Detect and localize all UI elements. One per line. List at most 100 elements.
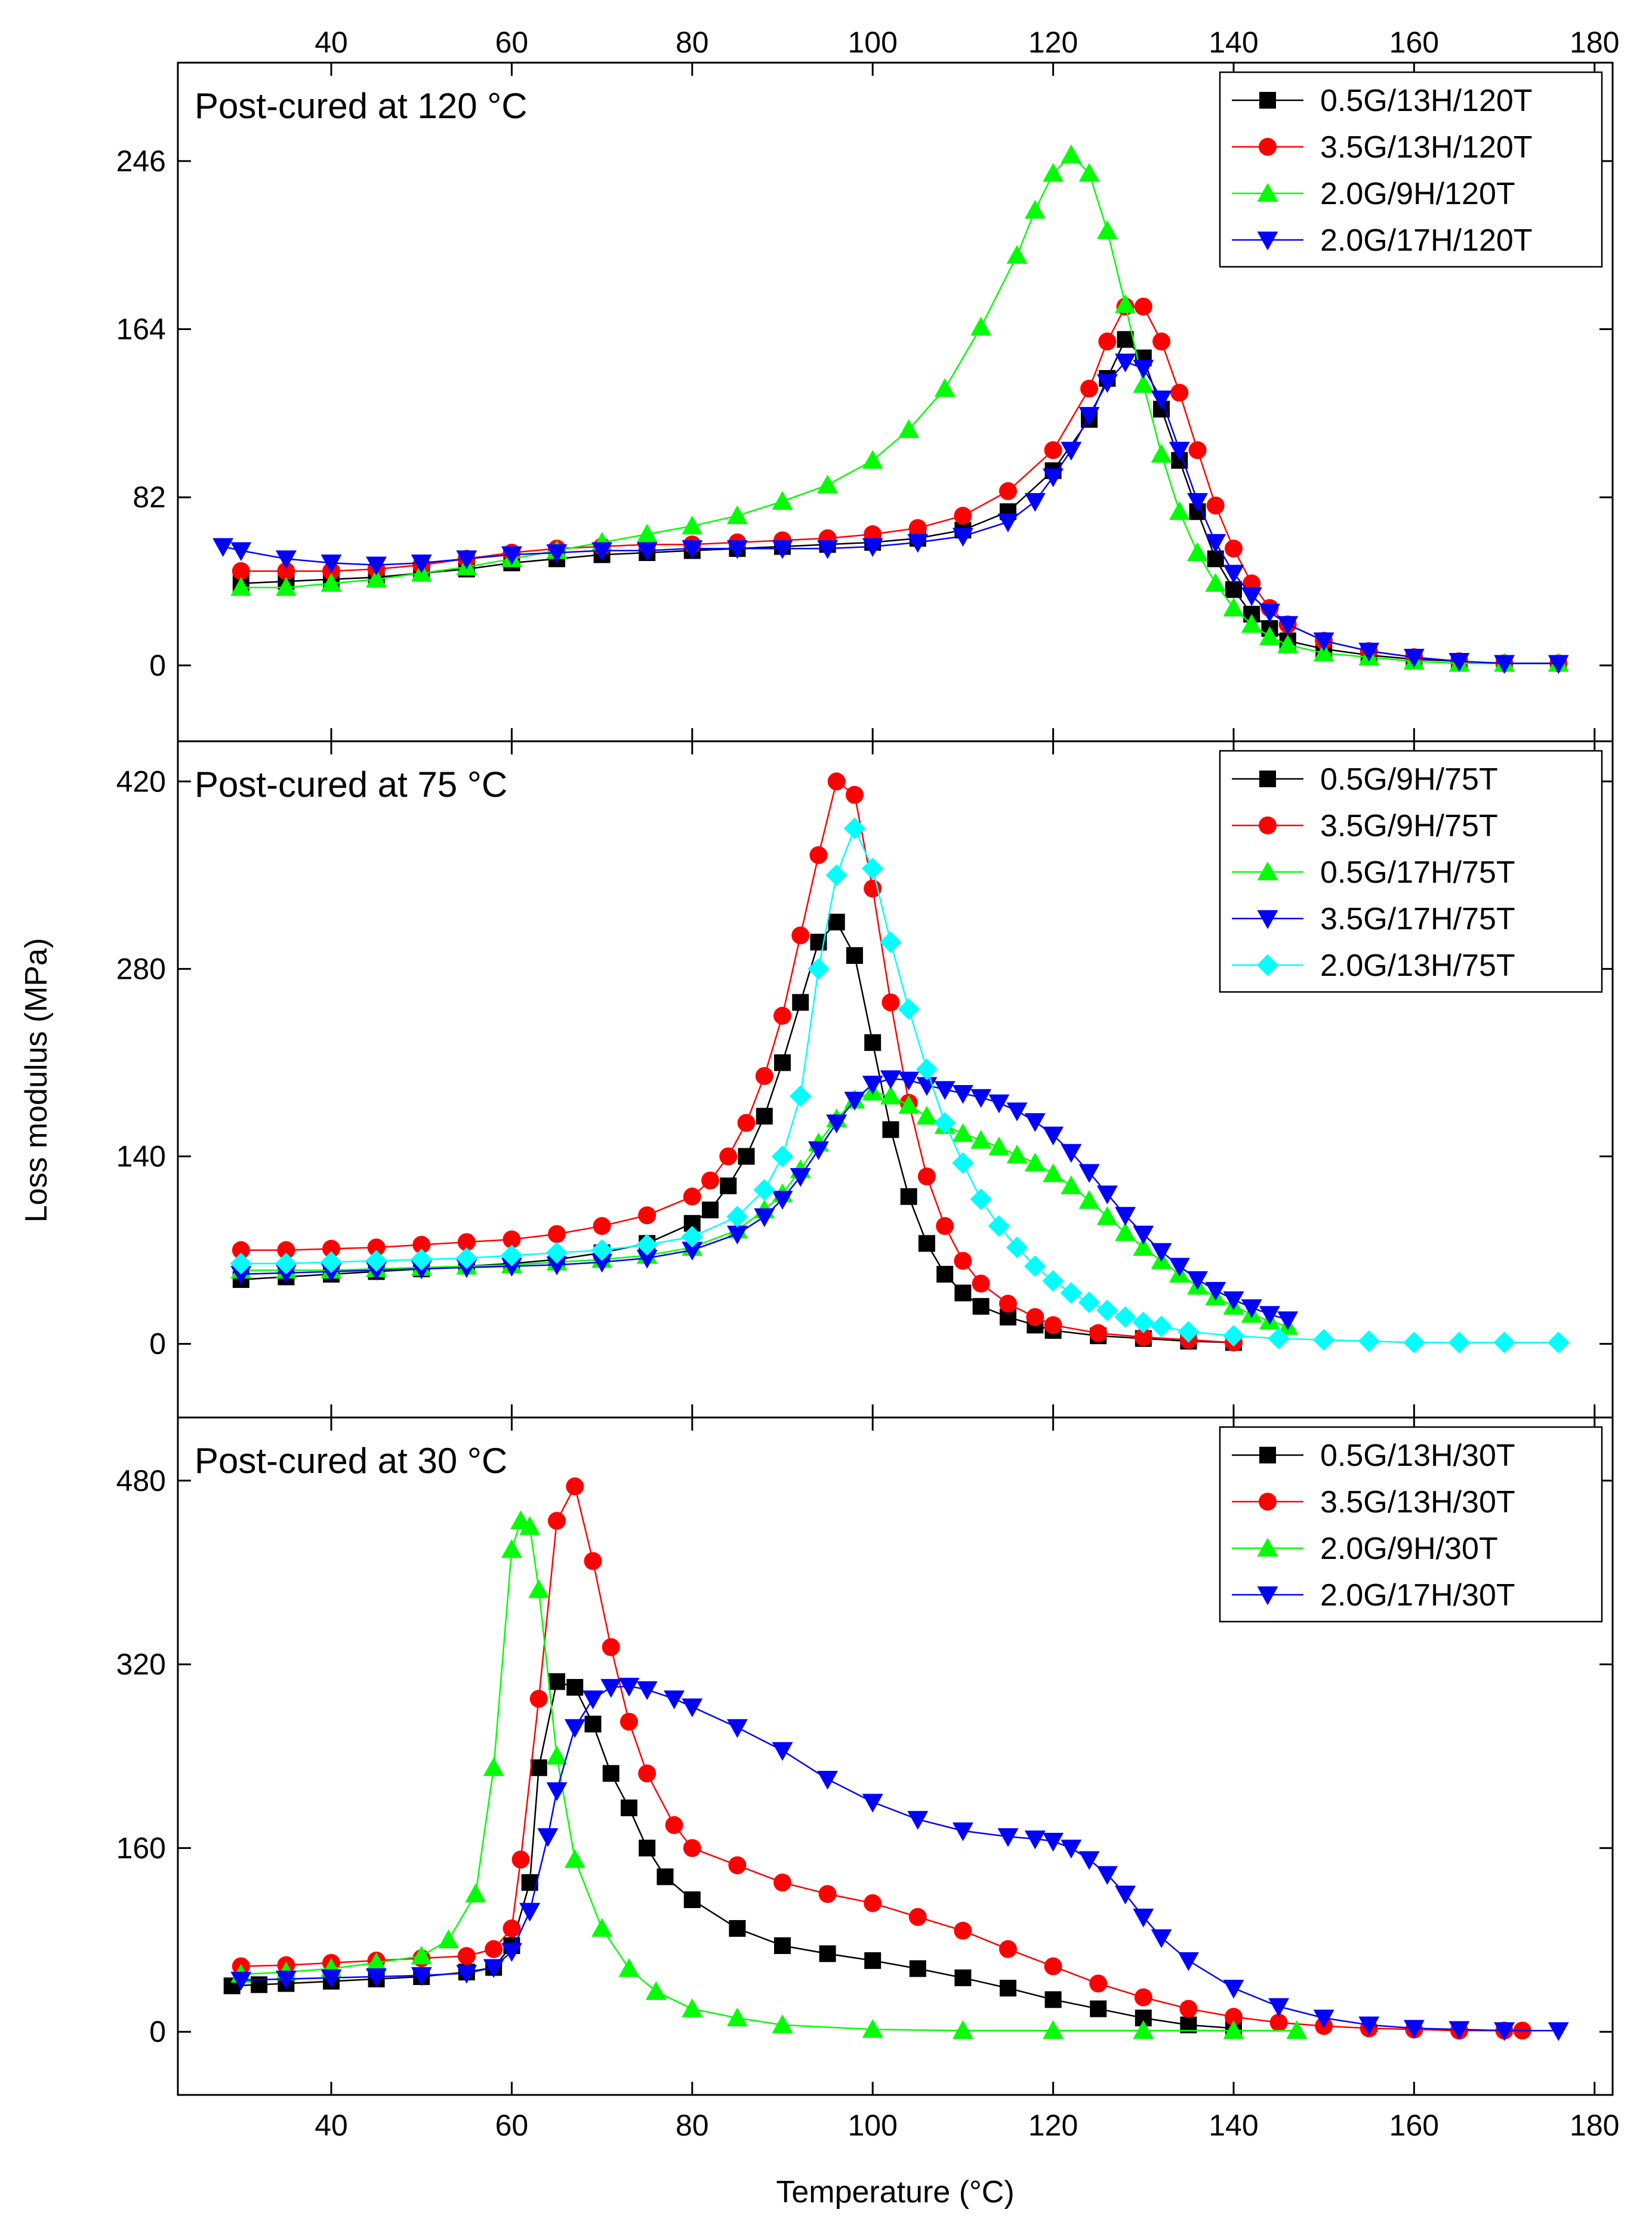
data-point-triangle-down bbox=[1133, 1225, 1154, 1245]
data-point-circle bbox=[529, 1690, 548, 1708]
legend-label: 2.0G/17H/30T bbox=[1320, 1578, 1515, 1613]
data-point-triangle-up bbox=[1151, 443, 1172, 463]
data-point-circle bbox=[954, 1921, 972, 1940]
x-axis-title: Temperature (°C) bbox=[776, 2175, 1014, 2210]
data-point-triangle-down bbox=[1313, 632, 1334, 652]
x-tick-label-top: 180 bbox=[1570, 26, 1619, 59]
legend-label: 0.5G/13H/30T bbox=[1320, 1438, 1515, 1473]
data-point-triangle-down bbox=[1223, 1291, 1244, 1311]
data-point-triangle-down bbox=[275, 1970, 297, 1990]
legend-label: 2.0G/9H/30T bbox=[1320, 1531, 1498, 1566]
data-point-triangle-down bbox=[862, 1076, 883, 1095]
y-tick-label: 480 bbox=[116, 1464, 166, 1497]
data-point-circle bbox=[998, 1295, 1017, 1313]
data-point-triangle-down bbox=[366, 1968, 387, 1987]
data-point-triangle-up bbox=[1115, 1222, 1136, 1241]
data-point-triangle-down bbox=[1043, 468, 1064, 488]
legend: 0.5G/13H/30T 3.5G/13H/30T 2.0G/9H/30T 2.0G/… bbox=[1219, 1426, 1603, 1623]
y-tick-label: 420 bbox=[116, 765, 166, 798]
data-point-circle bbox=[1179, 1999, 1198, 2018]
data-point-triangle-down bbox=[682, 1698, 703, 1718]
data-point-diamond bbox=[1150, 1315, 1173, 1338]
data-point-circle bbox=[683, 1187, 701, 1206]
data-point-triangle-down bbox=[582, 1690, 603, 1709]
data-point-triangle-down bbox=[664, 1690, 685, 1709]
data-point-triangle-down bbox=[230, 1971, 252, 1991]
x-tick-label-top: 160 bbox=[1389, 26, 1439, 59]
data-point-square bbox=[729, 1920, 746, 1937]
data-point-triangle-down bbox=[546, 1256, 568, 1275]
x-tick-label-bottom: 180 bbox=[1570, 2109, 1619, 2142]
data-point-circle bbox=[665, 1816, 683, 1834]
series-line bbox=[241, 153, 1559, 664]
data-point-triangle-up bbox=[898, 419, 920, 438]
data-point-triangle-down bbox=[456, 550, 477, 569]
data-point-triangle-down bbox=[1548, 655, 1569, 674]
data-point-triangle-down bbox=[1241, 587, 1262, 606]
data-point-triangle-up bbox=[1259, 626, 1280, 645]
data-point-triangle-down bbox=[1078, 406, 1100, 426]
data-point-triangle-up bbox=[366, 1952, 387, 1971]
data-point-square bbox=[864, 1952, 882, 1969]
data-point-triangle-down bbox=[1223, 1980, 1244, 1999]
data-point-triangle-up bbox=[411, 1945, 432, 1965]
data-point-diamond bbox=[933, 1112, 956, 1134]
data-point-square bbox=[774, 1937, 791, 1954]
data-point-square bbox=[999, 1980, 1016, 1997]
data-point-diamond bbox=[455, 1247, 478, 1269]
series-line bbox=[223, 361, 1559, 664]
data-point-circle bbox=[638, 1764, 657, 1783]
data-point-circle bbox=[620, 1712, 638, 1731]
data-point-circle bbox=[1134, 297, 1152, 316]
data-point-triangle-up bbox=[564, 1849, 585, 1868]
panel-title: Post-cured at 120 °C bbox=[195, 86, 528, 126]
data-point-triangle-down bbox=[1169, 1258, 1190, 1277]
data-point-circle bbox=[485, 1940, 503, 1958]
data-point-triangle-down bbox=[1257, 232, 1278, 251]
data-point-square bbox=[738, 1148, 755, 1165]
data-point-triangle-down bbox=[1259, 1306, 1280, 1325]
data-point-circle bbox=[1170, 384, 1189, 402]
data-point-circle bbox=[322, 1240, 341, 1258]
data-point-circle bbox=[1259, 1493, 1277, 1511]
data-point-triangle-down bbox=[997, 513, 1019, 532]
data-point-triangle-down bbox=[1061, 442, 1082, 461]
data-point-triangle-down bbox=[411, 1967, 432, 1986]
data-point-circle bbox=[566, 1477, 584, 1496]
data-point-circle bbox=[1152, 332, 1171, 351]
legend-label: 3.5G/17H/75T bbox=[1320, 902, 1515, 936]
data-point-triangle-down bbox=[501, 1258, 522, 1277]
data-point-triangle-up bbox=[898, 1095, 920, 1114]
legend-label: 3.5G/13H/30T bbox=[1320, 1485, 1515, 1520]
data-point-triangle-up bbox=[970, 316, 992, 336]
data-point-square bbox=[1117, 331, 1134, 348]
y-tick-label: 0 bbox=[149, 649, 166, 682]
data-point-triangle-down bbox=[320, 1969, 342, 1989]
data-point-diamond bbox=[365, 1250, 387, 1272]
data-point-triangle-down bbox=[826, 1114, 847, 1133]
data-point-triangle-down bbox=[682, 1241, 703, 1261]
data-point-triangle-up bbox=[1241, 614, 1262, 633]
data-point-triangle-down bbox=[952, 1822, 973, 1842]
data-point-square bbox=[936, 1265, 954, 1283]
data-point-triangle-down bbox=[1115, 1885, 1136, 1905]
data-point-triangle-down bbox=[275, 550, 297, 569]
data-point-triangle-down bbox=[862, 538, 883, 557]
data-point-triangle-down bbox=[1494, 2022, 1515, 2041]
data-point-square bbox=[1090, 2000, 1107, 2017]
data-point-circle bbox=[791, 926, 810, 945]
data-point-diamond bbox=[988, 1215, 1010, 1237]
data-point-triangle-down bbox=[1187, 493, 1209, 512]
data-point-circle bbox=[584, 1552, 602, 1570]
data-point-square bbox=[1225, 581, 1242, 598]
data-point-triangle-down bbox=[997, 1828, 1019, 1847]
y-tick-label: 140 bbox=[116, 1140, 166, 1173]
data-point-triangle-up bbox=[591, 1918, 613, 1937]
data-point-circle bbox=[548, 1225, 566, 1243]
data-point-triangle-up bbox=[772, 491, 793, 510]
data-point-diamond bbox=[1178, 1321, 1200, 1343]
data-point-circle bbox=[755, 1067, 773, 1085]
data-point-triangle-down bbox=[952, 528, 973, 547]
data-point-triangle-up bbox=[1277, 634, 1299, 654]
